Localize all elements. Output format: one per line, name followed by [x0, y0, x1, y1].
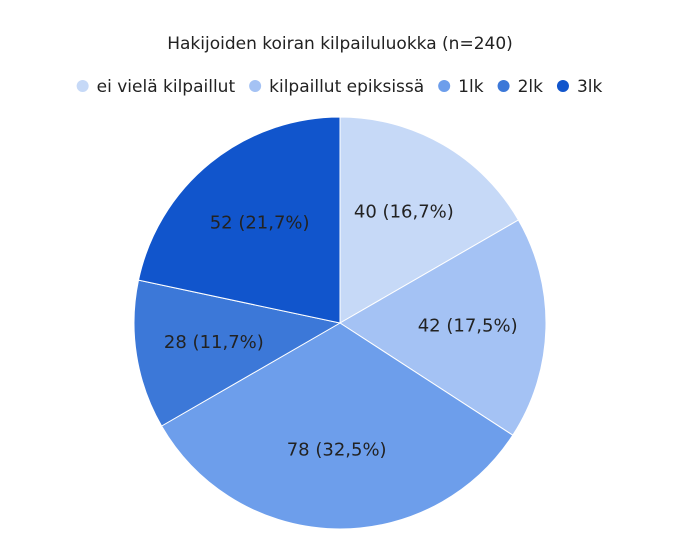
legend-marker [438, 80, 451, 92]
legend-label: 1lk [458, 77, 484, 97]
slice-label: 52 (21,7%) [210, 213, 310, 234]
slice-label: 28 (11,7%) [164, 332, 264, 353]
legend-marker [556, 80, 569, 92]
pie-slice [133, 279, 342, 427]
legend-marker [497, 80, 510, 92]
legend-label: 3lk [577, 77, 603, 97]
legend-label: 2lk [518, 77, 544, 97]
slice-label: 42 (17,5%) [418, 315, 518, 336]
chart-title: Hakijoiden koiran kilpailuluokka (n=240) [167, 34, 513, 54]
pie-slice [137, 116, 341, 324]
pie-slice [160, 322, 514, 530]
slice-label: 40 (16,7%) [354, 201, 454, 222]
pie-slice [339, 219, 547, 436]
slice-label: 78 (32,5%) [287, 440, 387, 461]
legend-label: kilpaillut epiksissä [269, 77, 424, 97]
legend-label: ei vielä kilpaillut [97, 77, 236, 97]
legend-marker [76, 80, 89, 92]
pie-slice [339, 116, 520, 324]
legend-marker [249, 80, 262, 92]
